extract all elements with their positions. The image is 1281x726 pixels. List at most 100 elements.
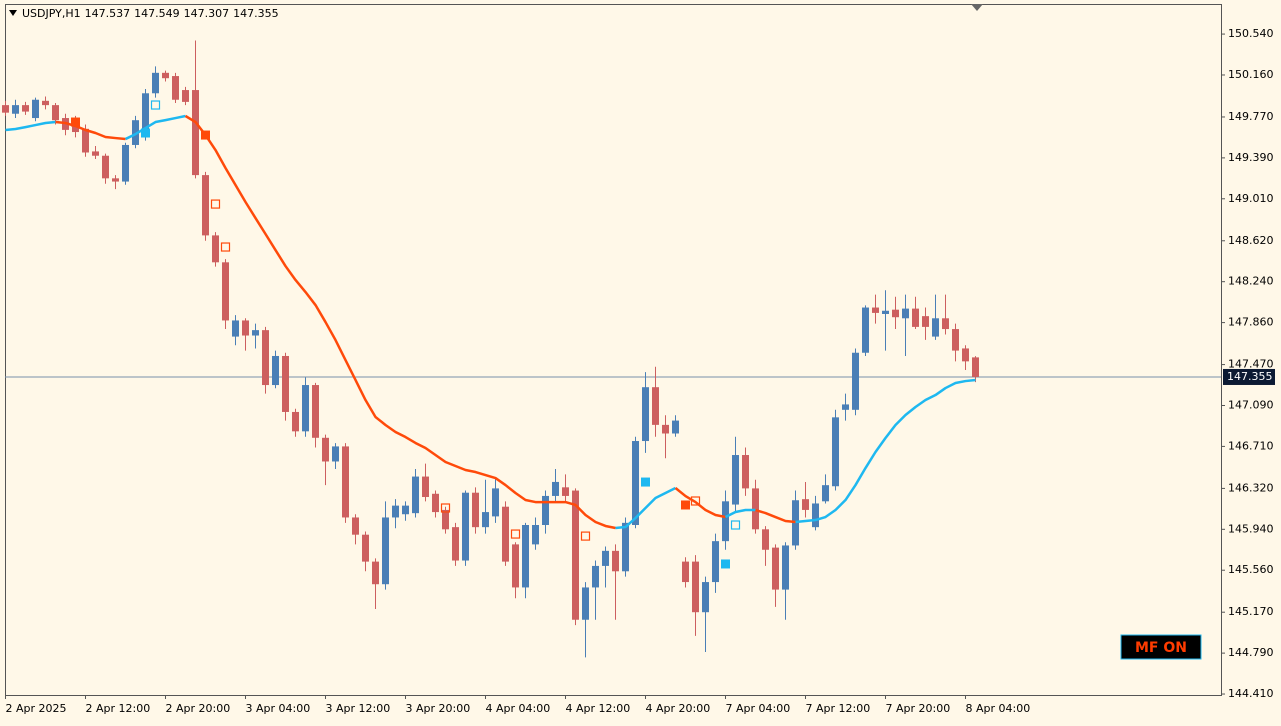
candle-body [722,501,729,542]
y-tick-label: 148.620 [1228,234,1274,247]
candle-body [262,330,269,386]
button-box[interactable] [1120,634,1202,660]
candle-body [522,525,529,588]
candle-body [632,441,639,526]
candle-body [172,76,179,100]
candle-body [672,420,679,434]
y-tick-label: 145.940 [1228,522,1274,535]
signal-filled [641,477,650,487]
candle-body [402,505,409,515]
candle-body [562,487,569,496]
candle-body [582,587,589,620]
candle-body [112,178,119,182]
candle-body [552,481,559,496]
signal-hollow [730,520,741,530]
candle-body [542,495,549,526]
x-tick-label: 3 Apr 12:00 [326,702,391,715]
candle-body [212,235,219,263]
current-price-box [1223,368,1275,385]
candle-body [952,329,959,351]
signal-filled [201,130,210,140]
candle-body [382,517,389,585]
current-price-label: 147.355 [1227,370,1273,383]
candle-body [122,144,129,182]
ma-line [184,114,616,530]
x-tick-label: 4 Apr 20:00 [646,702,711,715]
signal-hollow [220,242,231,252]
mf-button[interactable]: MF ON [1120,634,1202,660]
ma-line [724,508,756,519]
header-high: 147.549 [134,7,180,20]
candle-body [372,561,379,585]
signal-hollow [510,529,521,539]
candle-body [392,505,399,518]
candle-body [802,499,809,510]
candle-body [852,352,859,410]
y-tick-label: 147.860 [1228,316,1274,329]
candle-body [32,99,39,119]
candle-body [532,525,539,545]
candle-body [452,527,459,561]
y-tick-label: 150.540 [1228,27,1274,40]
ma-line [755,508,796,524]
candle-body [82,128,89,153]
signal-filled [141,128,150,138]
candle-body [362,534,369,562]
signal-hollow [690,496,701,506]
candle-body [202,175,209,236]
candle-body [222,262,229,321]
signal-hollow [580,531,591,541]
button-label[interactable]: MF ON [1135,640,1187,656]
candle-body [512,544,519,588]
candle-body [682,561,689,583]
candle-body [902,308,909,319]
signal-hollow [210,199,221,209]
candle-body [22,105,29,112]
y-tick-label: 145.560 [1228,563,1274,576]
candle-body [442,509,449,530]
x-tick-label: 7 Apr 12:00 [806,702,871,715]
signal-filled [681,500,690,510]
candle-body [692,561,699,613]
candle-body [312,385,319,438]
candle-body [412,476,419,514]
candle-body [302,385,309,432]
shift-marker [971,4,983,11]
ma-line [5,120,56,132]
candle-body [652,387,659,425]
y-tick-label: 147.470 [1228,358,1274,371]
candle-body [822,485,829,502]
y-tick-label: 146.710 [1228,439,1274,452]
candle-body [162,72,169,79]
y-tick-label: 150.160 [1228,68,1274,81]
candle-body [872,307,879,313]
candle-body [942,318,949,330]
candle-body [352,517,359,535]
candle-body [292,411,299,432]
candle-body [862,307,869,353]
y-tick-label: 149.010 [1228,192,1274,205]
candle-body [182,90,189,102]
y-tick-label: 144.790 [1228,646,1274,659]
candle-body [932,318,939,337]
x-tick-label: 7 Apr 20:00 [886,702,951,715]
candle-body [472,492,479,528]
candle-body [142,93,149,136]
candle-body [762,529,769,550]
ma-line [124,114,186,141]
candle-body [462,492,469,561]
ma-line [615,486,677,530]
x-tick-label: 2 Apr 2025 [6,702,67,715]
candle-body [772,547,779,590]
candle-body [12,105,19,114]
candle-body [132,120,139,145]
candle-body [52,105,59,121]
candle-body [892,309,899,318]
y-tick-label: 145.170 [1228,605,1274,618]
header-low: 147.307 [184,7,230,20]
signal-filled [721,559,730,569]
candle-body [492,488,499,517]
y-tick-label: 148.240 [1228,275,1274,288]
